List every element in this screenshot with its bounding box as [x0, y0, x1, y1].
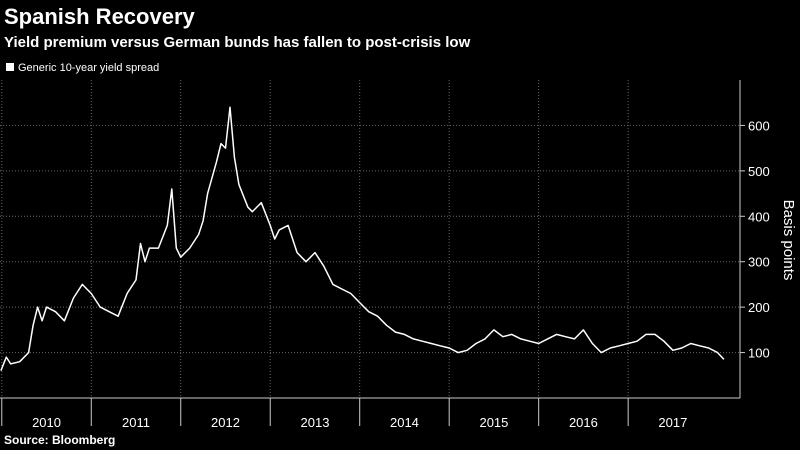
y-tick-label: 100 — [748, 346, 770, 361]
legend-swatch — [6, 63, 14, 71]
y-tick-label: 300 — [748, 255, 770, 270]
x-tick-label: 2015 — [479, 415, 508, 430]
x-tick-label: 2017 — [658, 415, 687, 430]
x-tick-label: 2011 — [122, 415, 150, 430]
chart-title: Spanish Recovery — [4, 4, 196, 29]
x-tick-label: 2010 — [32, 415, 61, 430]
line-series — [0, 106, 725, 371]
x-tick-label: 2012 — [211, 415, 240, 430]
y-tick-label: 500 — [748, 164, 770, 179]
x-tick-label: 2014 — [390, 415, 419, 430]
y-tick-label: 400 — [748, 209, 770, 224]
source: Source: Bloomberg — [4, 433, 115, 447]
y-tick-label: 600 — [748, 118, 770, 133]
x-tick-label: 2016 — [569, 415, 598, 430]
y-tick-label: 200 — [748, 300, 770, 315]
x-tick-label: 2013 — [301, 415, 330, 430]
y-axis-label: Basis points — [780, 200, 797, 281]
legend-label: Generic 10-year yield spread — [18, 62, 159, 74]
chart-subtitle: Yield premium versus German bunds has fa… — [4, 34, 471, 51]
